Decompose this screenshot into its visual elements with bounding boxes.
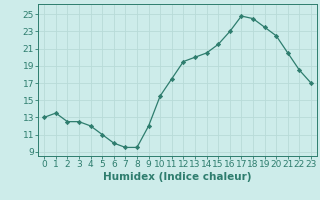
X-axis label: Humidex (Indice chaleur): Humidex (Indice chaleur) [103, 172, 252, 182]
